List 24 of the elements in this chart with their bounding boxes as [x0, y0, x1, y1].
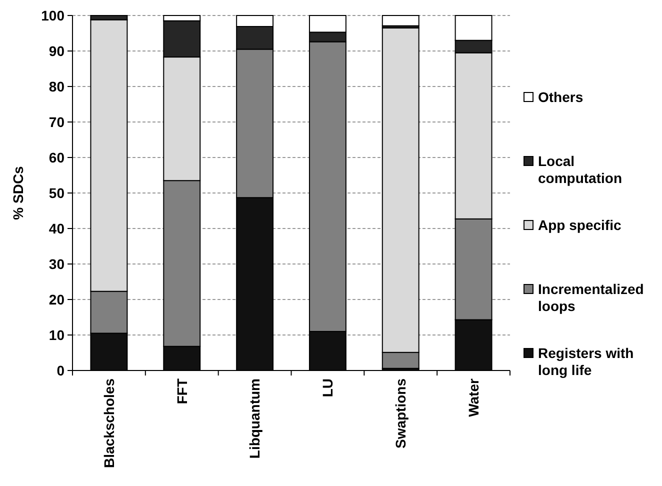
y-tick-label: 90: [48, 42, 65, 59]
x-tick-label: Libquantum: [246, 378, 263, 459]
y-tick-label: 30: [48, 256, 65, 272]
y-tick-label: 40: [48, 220, 65, 236]
y-tick-label: 100: [41, 7, 65, 24]
y-tick-label: 0: [56, 362, 65, 378]
y-tick-label: 70: [48, 114, 65, 130]
y-tick-label: 80: [48, 78, 65, 94]
x-tick-label: FFT: [174, 378, 190, 404]
legend-label: Local computation: [538, 152, 622, 186]
y-axis-title: % SDCs: [10, 166, 26, 220]
legend-label: Others: [538, 88, 584, 105]
y-tick-label: 60: [48, 149, 65, 166]
bar: [382, 15, 420, 26]
legend-label: Registers with long life: [538, 344, 634, 378]
legend-label: App specific: [538, 216, 622, 233]
x-tick-label: Swaptions: [392, 378, 409, 449]
y-tick-label: 20: [48, 291, 65, 308]
legend-label: Incrementalized loops: [538, 280, 644, 314]
x-tick-label: Blackscholes: [100, 378, 117, 468]
x-tick-label: Water: [465, 378, 482, 417]
x-tick-label: LU: [320, 378, 336, 398]
y-tick-label: 10: [48, 326, 65, 343]
y-tick-label: 50: [48, 184, 65, 201]
